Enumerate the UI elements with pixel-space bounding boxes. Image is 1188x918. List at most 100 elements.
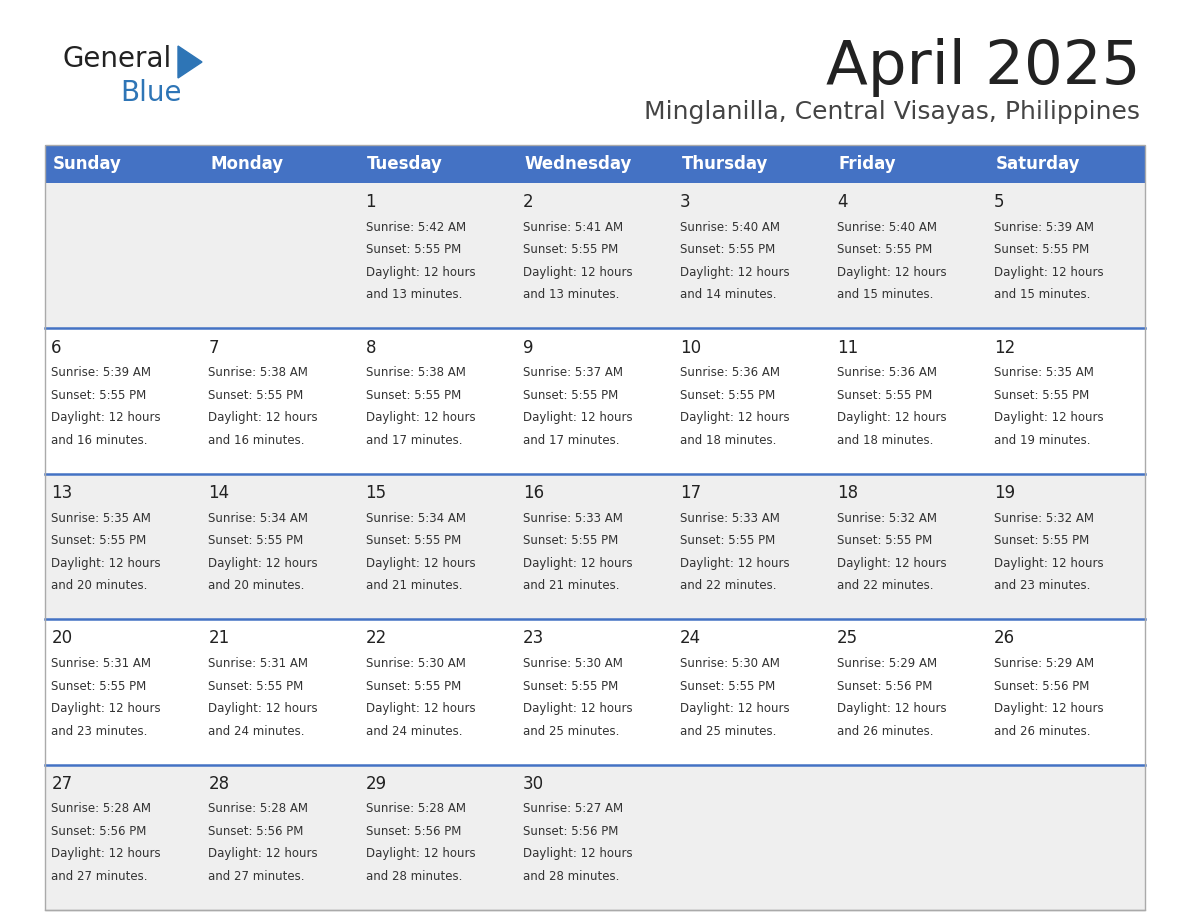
- Text: Sunrise: 5:39 AM: Sunrise: 5:39 AM: [51, 366, 151, 379]
- Text: Friday: Friday: [839, 155, 896, 173]
- Text: and 20 minutes.: and 20 minutes.: [208, 579, 305, 592]
- Text: Sunset: 5:55 PM: Sunset: 5:55 PM: [680, 388, 775, 402]
- Text: 10: 10: [680, 339, 701, 356]
- Bar: [45, 145, 202, 183]
- Text: 12: 12: [994, 339, 1016, 356]
- Polygon shape: [178, 46, 202, 78]
- Text: and 21 minutes.: and 21 minutes.: [366, 579, 462, 592]
- Text: Daylight: 12 hours: Daylight: 12 hours: [366, 702, 475, 715]
- Text: Sunset: 5:55 PM: Sunset: 5:55 PM: [838, 243, 933, 256]
- Text: Daylight: 12 hours: Daylight: 12 hours: [366, 266, 475, 279]
- Text: and 15 minutes.: and 15 minutes.: [838, 288, 934, 301]
- Text: Sunrise: 5:30 AM: Sunrise: 5:30 AM: [680, 657, 779, 670]
- Text: 20: 20: [51, 630, 72, 647]
- Text: Sunset: 5:55 PM: Sunset: 5:55 PM: [680, 534, 775, 547]
- Text: Saturday: Saturday: [996, 155, 1080, 173]
- Text: Sunset: 5:55 PM: Sunset: 5:55 PM: [51, 388, 146, 402]
- Text: Sunset: 5:55 PM: Sunset: 5:55 PM: [523, 534, 618, 547]
- Text: Sunrise: 5:30 AM: Sunrise: 5:30 AM: [523, 657, 623, 670]
- Text: 23: 23: [523, 630, 544, 647]
- Text: Sunset: 5:55 PM: Sunset: 5:55 PM: [523, 243, 618, 256]
- Text: 18: 18: [838, 484, 858, 502]
- Text: 28: 28: [208, 775, 229, 793]
- Text: Daylight: 12 hours: Daylight: 12 hours: [208, 847, 318, 860]
- Text: and 22 minutes.: and 22 minutes.: [680, 579, 776, 592]
- Text: Sunset: 5:55 PM: Sunset: 5:55 PM: [366, 388, 461, 402]
- Text: and 24 minutes.: and 24 minutes.: [366, 724, 462, 738]
- Text: Sunrise: 5:33 AM: Sunrise: 5:33 AM: [523, 511, 623, 524]
- Text: Sunrise: 5:35 AM: Sunrise: 5:35 AM: [51, 511, 151, 524]
- Text: 5: 5: [994, 193, 1005, 211]
- Text: and 21 minutes.: and 21 minutes.: [523, 579, 619, 592]
- Text: Daylight: 12 hours: Daylight: 12 hours: [680, 266, 790, 279]
- Text: Daylight: 12 hours: Daylight: 12 hours: [208, 702, 318, 715]
- Text: 14: 14: [208, 484, 229, 502]
- Text: 26: 26: [994, 630, 1016, 647]
- Text: Sunrise: 5:31 AM: Sunrise: 5:31 AM: [208, 657, 309, 670]
- Text: Daylight: 12 hours: Daylight: 12 hours: [51, 847, 160, 860]
- Text: and 26 minutes.: and 26 minutes.: [994, 724, 1091, 738]
- Text: Sunset: 5:56 PM: Sunset: 5:56 PM: [523, 825, 618, 838]
- Text: and 18 minutes.: and 18 minutes.: [838, 434, 934, 447]
- Text: Daylight: 12 hours: Daylight: 12 hours: [838, 411, 947, 424]
- Text: 29: 29: [366, 775, 387, 793]
- Text: General: General: [62, 45, 171, 73]
- Text: Sunrise: 5:30 AM: Sunrise: 5:30 AM: [366, 657, 466, 670]
- Text: 4: 4: [838, 193, 847, 211]
- Text: April 2025: April 2025: [826, 38, 1140, 97]
- Text: Daylight: 12 hours: Daylight: 12 hours: [51, 411, 160, 424]
- Text: and 27 minutes.: and 27 minutes.: [208, 870, 305, 883]
- Text: 17: 17: [680, 484, 701, 502]
- Text: Sunset: 5:56 PM: Sunset: 5:56 PM: [208, 825, 304, 838]
- Text: and 28 minutes.: and 28 minutes.: [523, 870, 619, 883]
- Text: Sunset: 5:55 PM: Sunset: 5:55 PM: [680, 679, 775, 692]
- Bar: [45, 329, 1145, 474]
- Text: Blue: Blue: [120, 79, 182, 107]
- Text: Wednesday: Wednesday: [524, 155, 632, 173]
- Text: 22: 22: [366, 630, 387, 647]
- Text: Sunset: 5:55 PM: Sunset: 5:55 PM: [366, 679, 461, 692]
- Text: Sunrise: 5:28 AM: Sunrise: 5:28 AM: [208, 802, 309, 815]
- Text: Sunrise: 5:34 AM: Sunrise: 5:34 AM: [366, 511, 466, 524]
- Text: Daylight: 12 hours: Daylight: 12 hours: [366, 847, 475, 860]
- Text: Sunrise: 5:38 AM: Sunrise: 5:38 AM: [366, 366, 466, 379]
- Bar: [674, 145, 830, 183]
- Text: Sunset: 5:55 PM: Sunset: 5:55 PM: [208, 679, 304, 692]
- Text: 11: 11: [838, 339, 858, 356]
- Text: Sunrise: 5:38 AM: Sunrise: 5:38 AM: [208, 366, 309, 379]
- Text: Daylight: 12 hours: Daylight: 12 hours: [994, 702, 1104, 715]
- Text: Sunrise: 5:32 AM: Sunrise: 5:32 AM: [994, 511, 1094, 524]
- Text: Sunrise: 5:29 AM: Sunrise: 5:29 AM: [838, 657, 937, 670]
- Text: Sunday: Sunday: [52, 155, 121, 173]
- Text: Daylight: 12 hours: Daylight: 12 hours: [208, 556, 318, 570]
- Text: Daylight: 12 hours: Daylight: 12 hours: [51, 702, 160, 715]
- Text: and 24 minutes.: and 24 minutes.: [208, 724, 305, 738]
- Text: Sunrise: 5:31 AM: Sunrise: 5:31 AM: [51, 657, 151, 670]
- Text: 3: 3: [680, 193, 690, 211]
- Bar: [359, 145, 517, 183]
- Text: Sunset: 5:56 PM: Sunset: 5:56 PM: [366, 825, 461, 838]
- Text: Daylight: 12 hours: Daylight: 12 hours: [366, 411, 475, 424]
- Text: 25: 25: [838, 630, 858, 647]
- Text: Sunset: 5:55 PM: Sunset: 5:55 PM: [523, 388, 618, 402]
- Text: Sunset: 5:55 PM: Sunset: 5:55 PM: [208, 534, 304, 547]
- Text: Daylight: 12 hours: Daylight: 12 hours: [51, 556, 160, 570]
- Text: Sunrise: 5:36 AM: Sunrise: 5:36 AM: [680, 366, 779, 379]
- Text: and 16 minutes.: and 16 minutes.: [208, 434, 305, 447]
- Text: 9: 9: [523, 339, 533, 356]
- Text: Sunset: 5:55 PM: Sunset: 5:55 PM: [994, 388, 1089, 402]
- Text: Daylight: 12 hours: Daylight: 12 hours: [994, 411, 1104, 424]
- Text: and 26 minutes.: and 26 minutes.: [838, 724, 934, 738]
- Text: and 22 minutes.: and 22 minutes.: [838, 579, 934, 592]
- Text: Daylight: 12 hours: Daylight: 12 hours: [523, 266, 632, 279]
- Text: 6: 6: [51, 339, 62, 356]
- Text: 30: 30: [523, 775, 544, 793]
- Text: Sunset: 5:55 PM: Sunset: 5:55 PM: [208, 388, 304, 402]
- Text: Daylight: 12 hours: Daylight: 12 hours: [366, 556, 475, 570]
- Text: Daylight: 12 hours: Daylight: 12 hours: [680, 411, 790, 424]
- Text: Daylight: 12 hours: Daylight: 12 hours: [838, 556, 947, 570]
- Bar: [202, 145, 359, 183]
- Bar: [45, 183, 1145, 329]
- Text: 16: 16: [523, 484, 544, 502]
- Bar: [45, 474, 1145, 620]
